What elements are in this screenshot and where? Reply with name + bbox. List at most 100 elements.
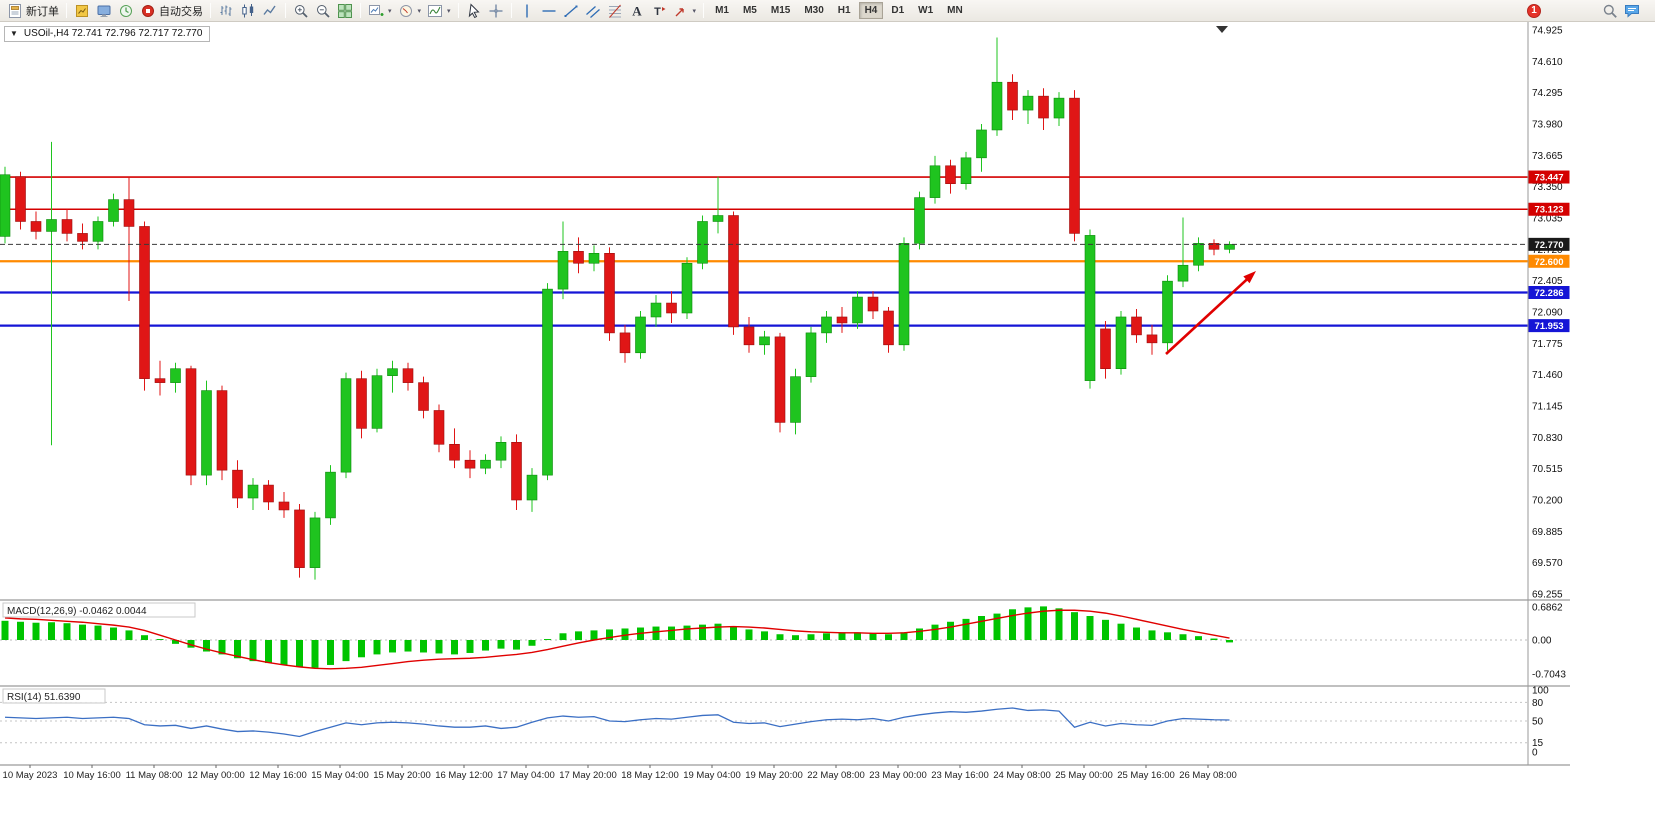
channel-icon — [585, 5, 600, 18]
candlestick-chart-button[interactable] — [237, 2, 259, 20]
macd-panel[interactable] — [0, 600, 1528, 686]
svg-text:72.286: 72.286 — [1534, 288, 1563, 299]
candlestick-chart[interactable]: 74.925 74.610 74.295 73.980 73.665 73.350 73.0… — [0, 22, 1655, 829]
rsi-panel[interactable] — [0, 686, 1528, 765]
line-chart-button[interactable] — [259, 2, 281, 20]
one-click-trading-caret-icon[interactable]: ▼ — [10, 29, 18, 38]
timeframe-m1-button[interactable]: M1 — [715, 5, 729, 16]
trendline-button[interactable] — [560, 2, 582, 20]
price-axis-label: 69.255 — [1532, 590, 1563, 601]
time-axis-label: 16 May 12:00 — [435, 770, 493, 781]
candle — [557, 251, 569, 290]
timeframe-h4-button[interactable]: H4 — [858, 2, 884, 19]
macd-bar — [1086, 616, 1094, 640]
candle — [216, 390, 228, 471]
auto-trading-button[interactable]: 自动交易 — [137, 2, 206, 20]
fibonacci-button[interactable] — [604, 2, 626, 20]
timeframe-m5-button[interactable]: M5 — [742, 5, 757, 16]
candle — [1193, 243, 1204, 266]
timeframe-mn-button[interactable]: MN — [947, 5, 963, 16]
macd-bar — [730, 626, 737, 640]
crosshair-button[interactable] — [485, 2, 507, 20]
macd-bar — [668, 626, 675, 640]
toolbar-separator — [285, 3, 286, 18]
text-label-button[interactable]: T — [648, 2, 670, 20]
equidistant-channel-button[interactable] — [582, 2, 604, 20]
trendline-icon — [564, 5, 578, 17]
macd-bar — [404, 640, 412, 652]
candle — [294, 509, 305, 568]
chart-plot-area[interactable] — [0, 22, 1528, 600]
metaeditor-button[interactable] — [71, 2, 93, 20]
time-axis-label: 11 May 08:00 — [126, 770, 183, 781]
macd-bar — [172, 640, 179, 644]
macd-bar — [745, 629, 753, 640]
trend-arrow[interactable] — [1165, 275, 1252, 355]
macd-bar — [1055, 608, 1063, 640]
mql5-terminal-button[interactable] — [93, 2, 115, 20]
candle — [1162, 280, 1173, 344]
time-axis-label: 12 May 00:00 — [187, 770, 245, 781]
time-axis-label: 10 May 2023 — [3, 770, 58, 781]
price-axis-label: 72.090 — [1532, 308, 1563, 319]
text-button[interactable]: A — [626, 2, 648, 20]
macd-bar — [125, 630, 133, 640]
toolbar-separator — [457, 3, 459, 18]
timeframe-w1-button[interactable]: W1 — [918, 5, 934, 16]
timeframe-m15-button[interactable]: M15 — [770, 5, 791, 16]
tile-windows-button[interactable] — [334, 2, 356, 20]
bars-icon — [220, 5, 232, 16]
candle — [1053, 97, 1065, 119]
indicators-button[interactable]: ▾ — [424, 2, 454, 20]
macd-bar — [249, 640, 257, 662]
horizontal-line-button[interactable] — [538, 2, 560, 20]
new-chart-button[interactable]: ▾ — [365, 2, 395, 20]
timeframe-d1-button[interactable]: D1 — [891, 5, 905, 16]
bar-chart-button[interactable] — [215, 2, 237, 20]
macd-bar — [358, 640, 365, 658]
macd-bar — [807, 634, 815, 640]
zoom-out-button[interactable] — [312, 2, 334, 20]
macd-axis-label: -0.7043 — [1532, 669, 1566, 680]
macd-bar — [947, 621, 954, 640]
macd-bar — [296, 640, 303, 667]
price-level-tag: 73.123 — [1528, 202, 1570, 216]
zoom-in-button[interactable] — [290, 2, 312, 20]
strategy-tester-button[interactable] — [115, 2, 137, 20]
notification-badge[interactable]: 1 — [1527, 3, 1541, 18]
candle — [278, 501, 290, 511]
macd-bar — [869, 633, 877, 640]
candle — [619, 332, 631, 354]
macd-bar — [435, 640, 443, 654]
candle — [371, 375, 383, 429]
candle — [232, 469, 243, 499]
line-icon — [263, 5, 276, 15]
candle — [263, 484, 274, 503]
price-level-tag: 72.770 — [1528, 237, 1570, 251]
price-axis-label: 69.570 — [1532, 558, 1563, 569]
profiles-button[interactable]: ▾ — [395, 2, 425, 20]
vertical-line-button[interactable] — [516, 2, 538, 20]
candle — [712, 215, 724, 222]
timeframe-h1-button[interactable]: H1 — [837, 5, 851, 16]
new-order-button[interactable]: 新订单 — [4, 2, 62, 20]
price-axis[interactable] — [1528, 22, 1570, 765]
candle — [1069, 97, 1080, 234]
candle — [433, 410, 445, 445]
candle — [774, 336, 786, 423]
macd-bar — [482, 640, 489, 651]
chat-button[interactable] — [1621, 2, 1643, 20]
macd-bar — [823, 633, 830, 640]
macd-bar — [234, 640, 241, 659]
zoom-out-icon — [317, 4, 330, 18]
macd-bar — [776, 634, 784, 640]
macd-bar — [575, 631, 582, 640]
search-button[interactable] — [1599, 2, 1621, 20]
scroll-marker-icon[interactable] — [1216, 26, 1228, 33]
cursor-button[interactable] — [463, 2, 485, 20]
arrows-button[interactable]: ▾ — [670, 2, 700, 20]
macd-bar — [17, 621, 24, 640]
candle — [356, 378, 367, 429]
timeframe-m30-button[interactable]: M30 — [804, 5, 824, 16]
time-axis-label: 10 May 16:00 — [63, 770, 121, 781]
